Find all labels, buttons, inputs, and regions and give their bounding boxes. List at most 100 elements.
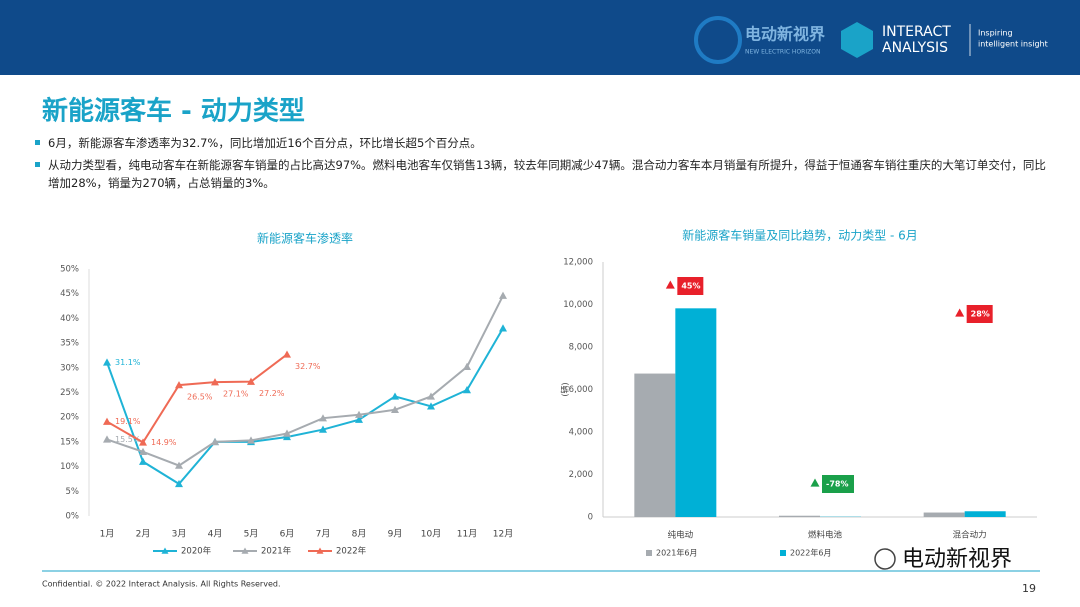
legend-marker (241, 547, 249, 554)
line (106, 327, 504, 486)
data-label: 15.5% (115, 435, 141, 444)
point (139, 447, 147, 455)
x-tick-label: 7月 (316, 529, 331, 540)
point (211, 437, 219, 446)
point (139, 438, 147, 446)
y-tick-label: 12,000 (563, 258, 593, 268)
point (283, 350, 291, 358)
tagline: Inspiring (978, 29, 1013, 38)
y-tick-label: 4,000 (569, 428, 593, 438)
wechat-icon (874, 548, 896, 570)
x-tick-label: 10月 (421, 529, 441, 540)
annotation: 45% (681, 282, 700, 291)
bar (675, 308, 717, 517)
point (355, 415, 363, 423)
legend-swatch (646, 550, 652, 556)
legend-marker (316, 547, 324, 554)
data-label: 31.1% (115, 358, 141, 367)
brand-en: NEW ELECTRIC HORIZON (745, 49, 820, 56)
legend-marker (161, 547, 169, 554)
data-label: 26.5% (187, 393, 213, 402)
point (139, 457, 147, 465)
annotation: 28% (971, 310, 990, 319)
annotation-box (822, 475, 854, 493)
annotation: -78% (826, 480, 848, 489)
point (103, 435, 111, 443)
trend-arrow (665, 280, 675, 289)
chart-title: 新能源客车渗透率 (257, 231, 353, 246)
x-tick-label: 11月 (457, 529, 477, 540)
y-tick-label: 0 (588, 513, 593, 523)
x-tick-label: 5月 (244, 529, 259, 540)
point (355, 410, 363, 418)
point (391, 392, 399, 400)
data-label: 27.1% (223, 390, 249, 399)
point (463, 386, 471, 394)
y-tick-label: 15% (60, 437, 79, 447)
y-tick-label: 25% (60, 388, 79, 398)
legend-label: 2022年 (336, 546, 367, 557)
data-label: 27.2% (259, 389, 285, 398)
tagline: intelligent insight (978, 40, 1048, 49)
point (175, 479, 183, 488)
bar (964, 511, 1006, 517)
point (463, 362, 471, 371)
y-tick-label: 2,000 (569, 470, 593, 480)
x-tick-label: 纯电动 (668, 530, 694, 541)
data-label: 14.9% (151, 438, 177, 447)
company-name: INTERACT (882, 24, 951, 40)
point (319, 414, 327, 422)
data-label: 32.7% (295, 362, 321, 371)
y-tick-label: 0% (66, 512, 80, 522)
x-tick-label: 混合动力 (953, 530, 987, 541)
data-label: 19.1% (115, 417, 141, 426)
y-tick-label: 45% (60, 289, 79, 299)
x-tick-label: 9月 (388, 529, 403, 540)
point (319, 425, 327, 433)
y-tick-label: 30% (60, 363, 79, 373)
slide-title: 新能源客车 - 动力类型 (42, 96, 305, 127)
point (103, 358, 111, 366)
footer: Confidential. © 2022 Interact Analysis. … (42, 580, 281, 589)
legend-label: 2021年6月 (656, 548, 697, 558)
point (427, 392, 435, 400)
y-tick-label: 10,000 (563, 300, 593, 310)
company-name: ANALYSIS (882, 40, 948, 56)
x-tick-label: 3月 (172, 529, 187, 540)
y-axis-label: (辆) (560, 382, 570, 396)
trend-arrow (955, 308, 965, 317)
point (175, 461, 183, 469)
y-tick-label: 5% (66, 487, 80, 497)
y-tick-label: 40% (60, 314, 79, 324)
point (247, 377, 255, 385)
point (499, 324, 507, 332)
header-bar (0, 0, 1080, 75)
brand-logo (694, 16, 742, 64)
bar (634, 373, 676, 517)
y-tick-label: 20% (60, 413, 79, 423)
annotation-box (677, 277, 704, 295)
x-tick-label: 1月 (100, 529, 115, 540)
bullet: 6月，新能源客车渗透率为32.7%，同比增加近16个百分点，环比增长超5个百分点… (35, 134, 1048, 152)
trend-arrow (810, 478, 820, 487)
y-tick-label: 35% (60, 339, 79, 349)
y-tick-label: 50% (60, 265, 79, 275)
point (283, 429, 291, 437)
y-tick-label: 6,000 (569, 385, 593, 395)
legend-label: 2020年 (181, 546, 212, 557)
line (106, 295, 504, 467)
point (391, 405, 399, 413)
x-tick-label: 8月 (352, 529, 367, 540)
point (499, 291, 507, 299)
x-tick-label: 2月 (136, 529, 151, 540)
bar (923, 512, 965, 517)
point (103, 417, 111, 425)
x-tick-label: 燃料电池 (808, 530, 843, 541)
x-tick-label: 6月 (280, 529, 295, 540)
y-tick-label: 10% (60, 462, 79, 472)
point (427, 402, 435, 410)
point (175, 381, 183, 389)
bullet: 从动力类型看，纯电动客车在新能源客车销量的占比高达97%。燃料电池客车仅销售13… (35, 156, 1048, 192)
